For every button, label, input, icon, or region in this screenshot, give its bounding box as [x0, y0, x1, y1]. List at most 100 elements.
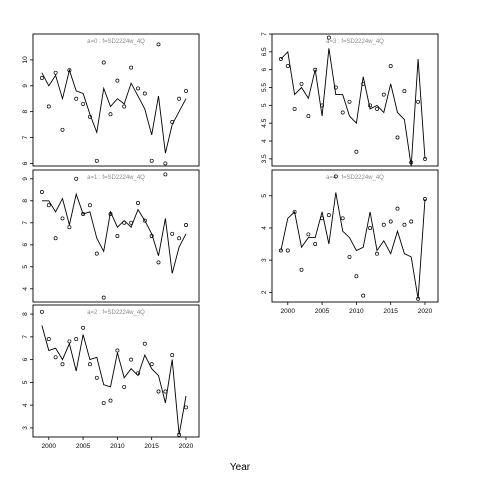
observed-point	[101, 400, 106, 405]
observed-point	[340, 216, 345, 221]
observed-point	[115, 78, 120, 83]
observed-point	[108, 112, 113, 117]
y-tick-label: 2	[261, 290, 268, 294]
x-tick-label: 2010	[349, 308, 364, 315]
y-tick-label: 6	[22, 357, 29, 361]
observed-point	[53, 236, 58, 241]
observed-point	[108, 212, 113, 216]
observed-point	[170, 120, 175, 124]
observed-point	[285, 248, 290, 253]
panel-4: a=4 : f=SD2224w_4Q 2 3 4 5 2000 2005 2010 2015 20…	[261, 169, 439, 315]
x-tick-label: 2010	[110, 443, 125, 450]
observed-point	[142, 341, 147, 346]
observed-point	[87, 114, 92, 119]
observed-point	[292, 106, 297, 111]
observed-point	[375, 251, 379, 256]
panel-title: a=4 : f=SD2224w_4Q	[326, 175, 384, 181]
observed-point	[292, 209, 297, 214]
observed-point	[368, 226, 373, 230]
observed-point	[313, 242, 318, 246]
observed-point	[402, 89, 407, 94]
observed-point	[368, 103, 373, 108]
observed-point	[101, 60, 106, 65]
y-tick-label: 5	[22, 265, 29, 269]
observed-point	[60, 362, 65, 367]
observed-point	[395, 206, 400, 211]
y-tick-label: 8	[22, 109, 29, 113]
panel-title: a=3 : f=SD2224w_4Q	[326, 39, 384, 45]
y-tick-label: 6	[261, 67, 268, 71]
x-tick-label: 2015	[144, 443, 159, 450]
y-tick-label: 3	[261, 258, 268, 262]
observed-point	[142, 91, 147, 96]
panel-1: a=1 : f=SD2224w_4Q 4 5 6 7 8 9	[22, 169, 200, 303]
observed-point	[361, 293, 366, 298]
observed-point	[163, 161, 168, 166]
y-tick-label: 5	[261, 103, 268, 107]
plot-frame	[32, 33, 200, 167]
observed-point	[115, 234, 120, 238]
observed-point	[416, 296, 421, 301]
x-tick-label: 2020	[418, 308, 433, 315]
panels: a=0 : f=SD2224w_4Q 6 7 8 9 10 a=1 : f=SD2224w_…	[22, 32, 439, 450]
observed-point	[278, 248, 283, 253]
x-tick-label: 2020	[179, 443, 194, 450]
observed-point	[423, 156, 427, 161]
plot-frame	[32, 304, 200, 438]
observed-point	[122, 384, 127, 389]
y-tick-label: 4	[22, 403, 29, 407]
y-tick-label: 7	[22, 135, 29, 139]
y-tick-label: 4	[261, 139, 268, 143]
observed-point	[67, 68, 72, 73]
observed-point	[142, 218, 147, 223]
observed-point	[409, 219, 414, 224]
observed-point	[340, 110, 345, 115]
y-tick-label: 10	[22, 56, 29, 64]
panel-0: a=0 : f=SD2224w_4Q 6 7 8 9 10	[22, 33, 200, 167]
observed-point	[333, 85, 338, 90]
observed-point	[381, 222, 386, 227]
observed-point	[129, 357, 134, 362]
observed-point	[67, 225, 72, 230]
observed-point	[177, 236, 182, 241]
panel-3: a=3 : f=SD2224w_4Q 3.5 4 4.5 5 5.5 6 6.5 7	[261, 32, 439, 167]
observed-point	[94, 251, 99, 256]
observed-point	[46, 337, 51, 342]
observed-point	[87, 203, 92, 208]
observed-point	[136, 371, 140, 376]
observed-point	[39, 190, 44, 194]
observed-point	[375, 106, 379, 111]
fitted-line	[280, 192, 426, 299]
observed-point	[170, 353, 175, 358]
observed-point	[409, 160, 414, 165]
observed-point	[177, 96, 182, 101]
y-tick-label: 9	[22, 177, 29, 181]
observed-point	[149, 234, 154, 238]
y-tick-label: 3	[22, 426, 29, 430]
observed-point	[156, 389, 161, 394]
y-tick-label: 6.5	[261, 47, 268, 56]
observed-point	[115, 348, 120, 353]
fitted-line	[41, 192, 187, 274]
panel-title: a=1 : f=SD2224w_4Q	[87, 175, 145, 181]
y-tick-label: 8	[22, 312, 29, 316]
observed-point	[67, 339, 72, 344]
observed-point	[313, 67, 318, 72]
observed-point	[320, 216, 325, 221]
observed-point	[129, 65, 134, 70]
observed-point	[39, 76, 44, 80]
observed-point	[306, 232, 311, 237]
observed-point	[163, 172, 168, 177]
observed-point	[395, 135, 400, 140]
observed-point	[177, 432, 182, 437]
observed-point	[388, 64, 393, 69]
observed-point	[81, 101, 86, 106]
observed-point	[388, 219, 393, 224]
x-tick-label: 2005	[76, 443, 91, 450]
y-tick-label: 5.5	[261, 83, 268, 92]
observed-point	[60, 216, 65, 221]
y-tick-label: 5	[22, 380, 29, 384]
y-tick-label: 4.5	[261, 118, 268, 127]
observed-point	[278, 57, 283, 61]
